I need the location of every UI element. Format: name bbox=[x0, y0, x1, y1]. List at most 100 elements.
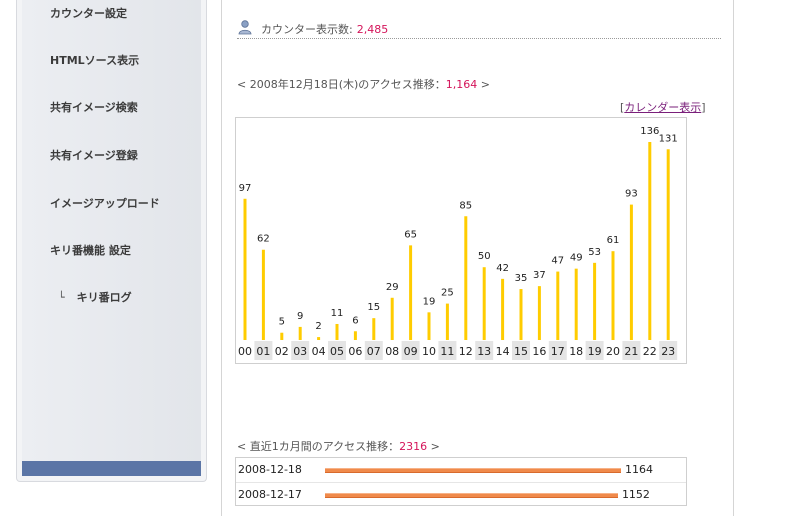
chart-bar bbox=[666, 149, 670, 340]
x-tick-label: 15 bbox=[514, 345, 528, 358]
x-tick-label: 06 bbox=[348, 345, 362, 358]
x-tick-cell bbox=[272, 341, 291, 360]
x-tick-label: 12 bbox=[459, 345, 473, 358]
chart-bar bbox=[280, 332, 284, 340]
x-tick-cell bbox=[420, 341, 438, 360]
sidebar-item-label: キリ番ログ bbox=[76, 291, 132, 304]
x-tick-cell bbox=[236, 341, 254, 360]
x-tick-label: 04 bbox=[312, 345, 326, 358]
x-tick-label: 18 bbox=[569, 345, 583, 358]
sidebar-item-shared-image-search[interactable]: 共有イメージ検索 bbox=[50, 101, 138, 114]
data-label: 29 bbox=[386, 282, 399, 293]
x-tick-label: 23 bbox=[661, 345, 675, 358]
x-tick-cell bbox=[309, 341, 328, 360]
counter-value: 2,485 bbox=[356, 23, 389, 36]
chart-bar bbox=[464, 216, 468, 340]
x-tick-cell bbox=[567, 341, 586, 360]
data-label: 25 bbox=[441, 288, 454, 299]
chart-bar bbox=[501, 278, 505, 340]
row-divider bbox=[236, 482, 686, 483]
hourly-bar-chart: 00 97 01 62 02 5 03 9 04 2 05 11 06 6 07 15 08 29 09 65 10 19… bbox=[236, 126, 678, 360]
chart-bar bbox=[335, 323, 339, 340]
chart-bar bbox=[243, 198, 247, 340]
chart-bar bbox=[629, 204, 633, 340]
data-label: 53 bbox=[588, 247, 601, 258]
x-tick-label: 08 bbox=[385, 345, 399, 358]
monthly-access-title: < 直近1カ月間のアクセス推移：2316 > bbox=[237, 440, 440, 453]
row-bar bbox=[325, 468, 621, 473]
x-tick-cell bbox=[585, 341, 604, 360]
x-tick-label: 01 bbox=[256, 345, 270, 358]
x-tick-label: 22 bbox=[643, 345, 657, 358]
x-tick-label: 21 bbox=[624, 345, 638, 358]
row-date: 2008-12-17 bbox=[238, 488, 302, 501]
chart-bar bbox=[298, 326, 302, 340]
hourly-chart: 00 97 01 62 02 5 03 9 04 2 05 11 06 6 07 15 08 29 09 65 10 19… bbox=[235, 117, 687, 364]
main-panel-border-left bbox=[221, 0, 222, 516]
table-row: 2008-12-17 1152 bbox=[236, 483, 686, 507]
x-tick-label: 19 bbox=[588, 345, 602, 358]
data-label: 35 bbox=[515, 273, 528, 284]
x-tick-cell bbox=[291, 341, 310, 360]
x-tick-label: 00 bbox=[238, 345, 252, 358]
chart-bar bbox=[261, 249, 265, 340]
data-label: 136 bbox=[640, 126, 659, 137]
x-tick-label: 13 bbox=[477, 345, 491, 358]
data-label: 15 bbox=[367, 302, 380, 313]
daily-total: 1,164 bbox=[445, 78, 478, 91]
sidebar-item-counter-settings[interactable]: カウンター設定 bbox=[50, 7, 127, 20]
chart-bar bbox=[648, 142, 652, 340]
x-tick-cell bbox=[364, 341, 383, 360]
data-label: 65 bbox=[404, 229, 417, 240]
row-bar bbox=[325, 493, 618, 498]
chart-bar bbox=[390, 297, 394, 340]
monthly-total: 2316 bbox=[399, 440, 428, 453]
row-value: 1152 bbox=[621, 488, 650, 501]
sidebar-item-shared-image-register[interactable]: 共有イメージ登録 bbox=[50, 149, 138, 162]
tree-branch-icon: └ bbox=[58, 291, 65, 304]
chart-bar bbox=[593, 262, 597, 340]
x-tick-label: 05 bbox=[330, 345, 344, 358]
data-label: 61 bbox=[607, 235, 620, 246]
counter-row: カウンター表示数: 2,485 bbox=[237, 18, 721, 39]
chart-bar bbox=[556, 271, 560, 340]
data-label: 2 bbox=[315, 321, 321, 332]
chart-bar bbox=[317, 337, 321, 340]
daily-access-title: < 2008年12月18日(木)のアクセス推移：1,164 > bbox=[237, 78, 490, 91]
x-tick-cell bbox=[254, 341, 273, 360]
chart-bar bbox=[574, 268, 578, 340]
chart-bar bbox=[445, 303, 449, 340]
data-label: 47 bbox=[551, 256, 564, 267]
x-tick-cell bbox=[604, 341, 622, 360]
chart-bar bbox=[353, 331, 357, 340]
chart-bar bbox=[427, 312, 431, 340]
x-tick-cell bbox=[659, 341, 678, 360]
x-tick-cell bbox=[383, 341, 402, 360]
data-label: 85 bbox=[459, 200, 472, 211]
data-label: 62 bbox=[257, 234, 270, 245]
chart-bar bbox=[409, 245, 413, 340]
calendar-view-link[interactable]: カレンダー表示 bbox=[624, 101, 702, 114]
data-label: 11 bbox=[331, 308, 344, 319]
x-tick-cell bbox=[493, 341, 512, 360]
x-tick-cell bbox=[456, 341, 475, 360]
x-tick-cell bbox=[548, 341, 567, 360]
main-panel-border-right bbox=[733, 0, 734, 516]
x-tick-label: 14 bbox=[496, 345, 510, 358]
sidebar-item-html-source[interactable]: HTMLソース表示 bbox=[50, 54, 140, 67]
x-tick-cell bbox=[438, 341, 457, 360]
x-tick-label: 20 bbox=[606, 345, 620, 358]
user-icon bbox=[238, 20, 252, 35]
sidebar-item-image-upload[interactable]: イメージアップロード bbox=[50, 197, 160, 210]
chart-bar bbox=[611, 251, 615, 340]
x-tick-label: 07 bbox=[367, 345, 381, 358]
x-tick-label: 16 bbox=[532, 345, 546, 358]
chart-bar bbox=[537, 286, 541, 340]
data-label: 131 bbox=[659, 133, 678, 144]
data-label: 97 bbox=[239, 183, 252, 194]
x-tick-cell bbox=[328, 341, 346, 360]
data-label: 9 bbox=[297, 311, 303, 322]
sidebar-item-kiriban-log[interactable]: └ キリ番ログ bbox=[58, 289, 132, 305]
sidebar-item-kiriban-settings[interactable]: キリ番機能 設定 bbox=[50, 244, 131, 257]
chart-bar bbox=[519, 289, 523, 340]
